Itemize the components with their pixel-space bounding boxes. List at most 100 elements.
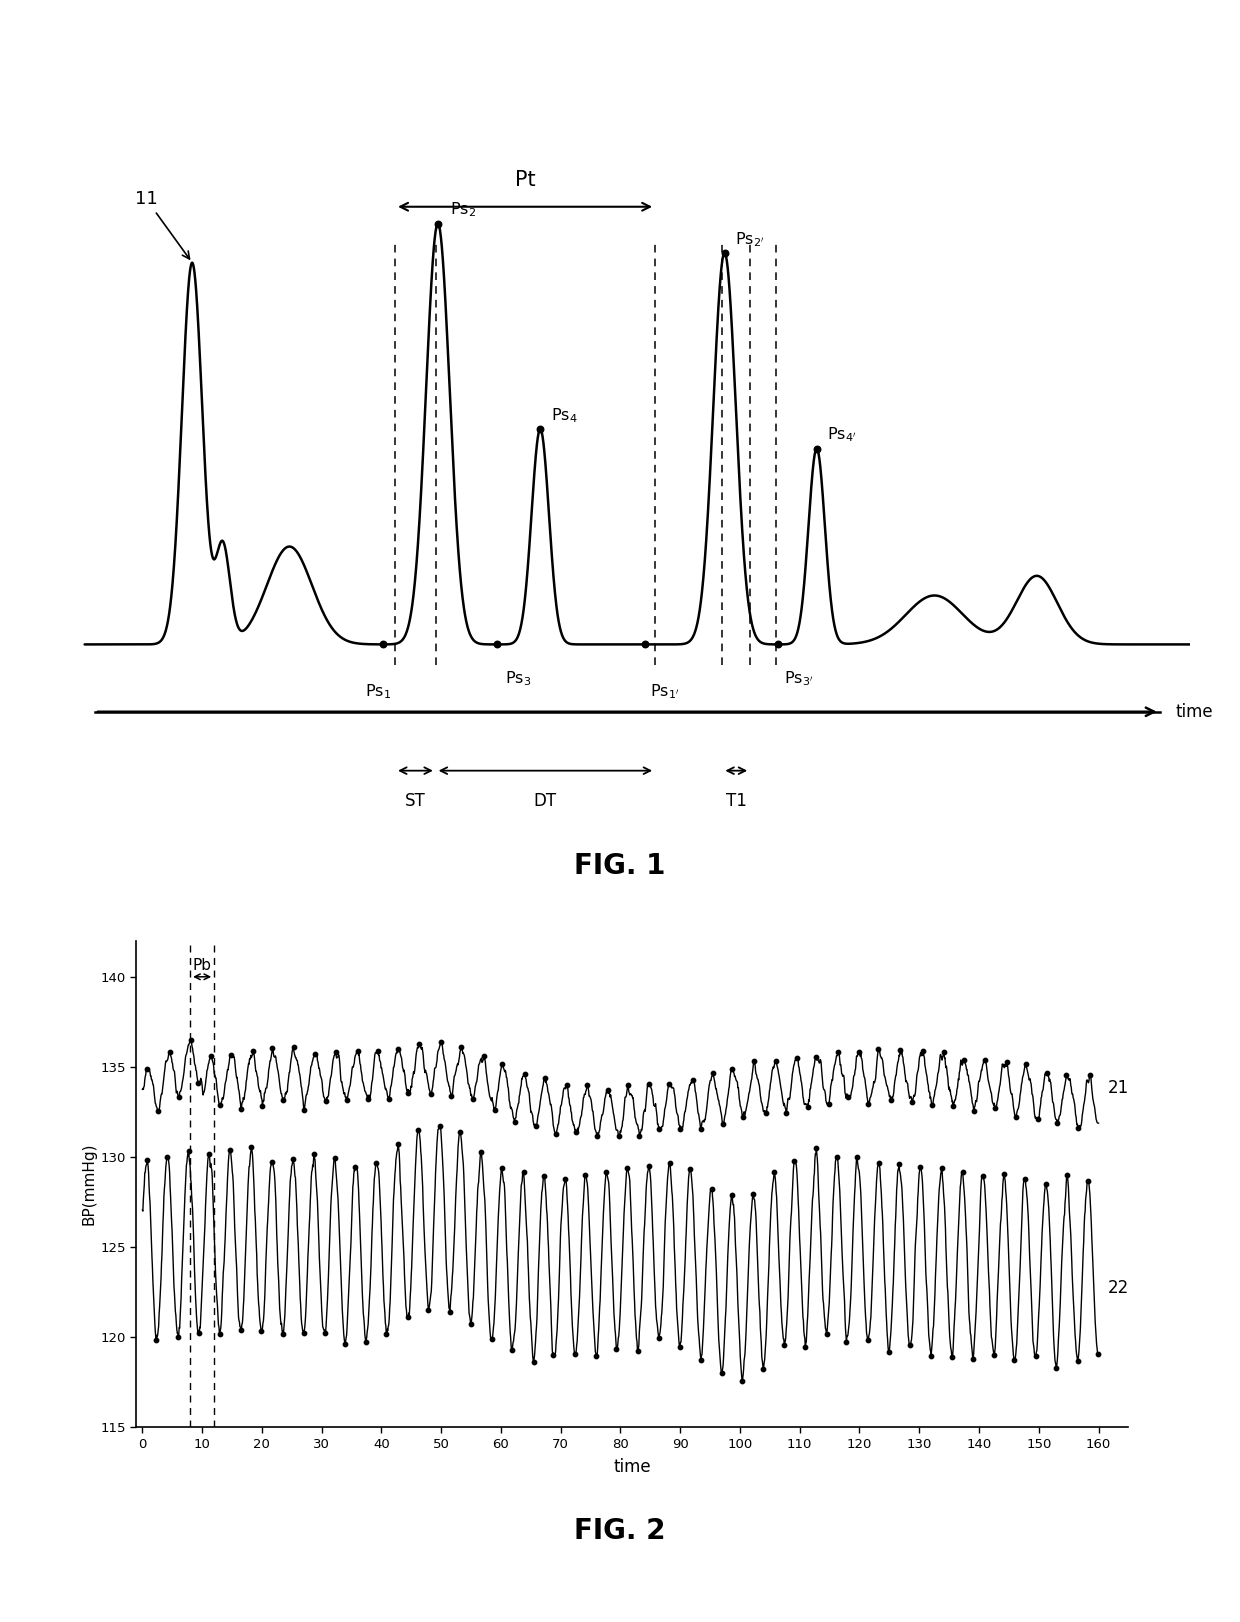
- Point: [1006, 1105, 1025, 1131]
- Point: [305, 1041, 325, 1067]
- Point: [388, 1132, 408, 1158]
- Point: [913, 1038, 932, 1064]
- Point: [858, 1327, 878, 1353]
- Point: [702, 1176, 722, 1202]
- Point: [712, 1361, 732, 1387]
- Text: T1: T1: [725, 792, 746, 809]
- Point: [430, 1113, 450, 1139]
- Point: [660, 1150, 680, 1176]
- Point: [157, 1144, 177, 1169]
- Point: [1068, 1348, 1087, 1374]
- Point: [461, 1311, 481, 1337]
- Point: [526, 1113, 546, 1139]
- Point: [713, 1111, 733, 1137]
- Point: [481, 1327, 501, 1353]
- Point: [565, 1119, 585, 1145]
- Point: [440, 1299, 460, 1325]
- Point: [1056, 1062, 1076, 1088]
- Point: [492, 1155, 512, 1181]
- Point: [408, 1118, 428, 1144]
- Point: [975, 1046, 994, 1072]
- Point: [806, 1135, 826, 1161]
- Point: [368, 1038, 388, 1064]
- Point: [1047, 1354, 1066, 1380]
- Point: [807, 436, 827, 462]
- Point: [337, 1087, 357, 1113]
- Point: [658, 1071, 678, 1096]
- Point: [531, 417, 551, 443]
- Point: [398, 1304, 418, 1330]
- Point: [242, 1134, 262, 1160]
- Point: [388, 1036, 408, 1062]
- Point: [274, 1087, 294, 1113]
- Point: [973, 1163, 993, 1189]
- Point: [649, 1116, 668, 1142]
- Point: [787, 1045, 807, 1071]
- Point: [432, 1028, 451, 1054]
- Point: [869, 1150, 889, 1176]
- Point: [335, 1330, 355, 1356]
- Point: [534, 1163, 554, 1189]
- Point: [923, 1092, 942, 1118]
- Point: [505, 1108, 525, 1134]
- Point: [588, 1122, 608, 1148]
- Point: [828, 1040, 848, 1066]
- Point: [962, 1346, 982, 1372]
- Point: [1068, 1116, 1087, 1142]
- Point: [880, 1087, 900, 1113]
- Point: [294, 1096, 314, 1122]
- Point: [283, 1147, 303, 1173]
- Point: [556, 1166, 575, 1192]
- Point: [485, 1096, 505, 1122]
- Point: [513, 1160, 533, 1186]
- Point: [523, 1350, 543, 1375]
- Point: [596, 1158, 616, 1184]
- Text: Ps$_{2'}$: Ps$_{2'}$: [735, 230, 764, 248]
- Point: [733, 1103, 753, 1129]
- Point: [722, 1056, 742, 1082]
- Point: [188, 1069, 208, 1095]
- Point: [799, 1093, 818, 1119]
- Point: [754, 1356, 774, 1382]
- Point: [769, 631, 789, 657]
- Point: [358, 1087, 378, 1113]
- Y-axis label: BP(mmHg): BP(mmHg): [82, 1144, 97, 1225]
- Point: [827, 1144, 847, 1169]
- Point: [463, 1087, 482, 1113]
- Point: [764, 1160, 784, 1186]
- Point: [398, 1080, 418, 1106]
- Point: [774, 1332, 794, 1358]
- Text: Ps$_2$: Ps$_2$: [450, 201, 476, 219]
- Point: [1035, 1171, 1055, 1197]
- Point: [691, 1116, 711, 1142]
- Point: [714, 240, 734, 266]
- Point: [997, 1049, 1017, 1075]
- Text: 22: 22: [1107, 1280, 1128, 1298]
- Point: [599, 1077, 619, 1103]
- Point: [1025, 1343, 1045, 1369]
- Text: FIG. 1: FIG. 1: [574, 852, 666, 879]
- Point: [630, 1124, 650, 1150]
- Point: [1038, 1059, 1058, 1085]
- Text: ST: ST: [405, 792, 425, 809]
- Point: [345, 1153, 365, 1179]
- Point: [1058, 1161, 1078, 1187]
- Point: [422, 1082, 441, 1108]
- Text: time: time: [1176, 702, 1213, 720]
- Text: Ps$_1$: Ps$_1$: [365, 683, 391, 701]
- Point: [263, 1035, 283, 1061]
- Point: [232, 1317, 252, 1343]
- Point: [900, 1332, 920, 1358]
- Point: [515, 1061, 534, 1087]
- Point: [639, 1153, 658, 1179]
- Point: [169, 1324, 188, 1350]
- Point: [942, 1343, 962, 1369]
- Point: [373, 631, 393, 657]
- Point: [691, 1346, 711, 1372]
- Point: [201, 1043, 221, 1069]
- Point: [901, 1088, 921, 1114]
- Point: [450, 1119, 470, 1145]
- Point: [428, 211, 448, 237]
- Point: [546, 1121, 565, 1147]
- Point: [221, 1137, 241, 1163]
